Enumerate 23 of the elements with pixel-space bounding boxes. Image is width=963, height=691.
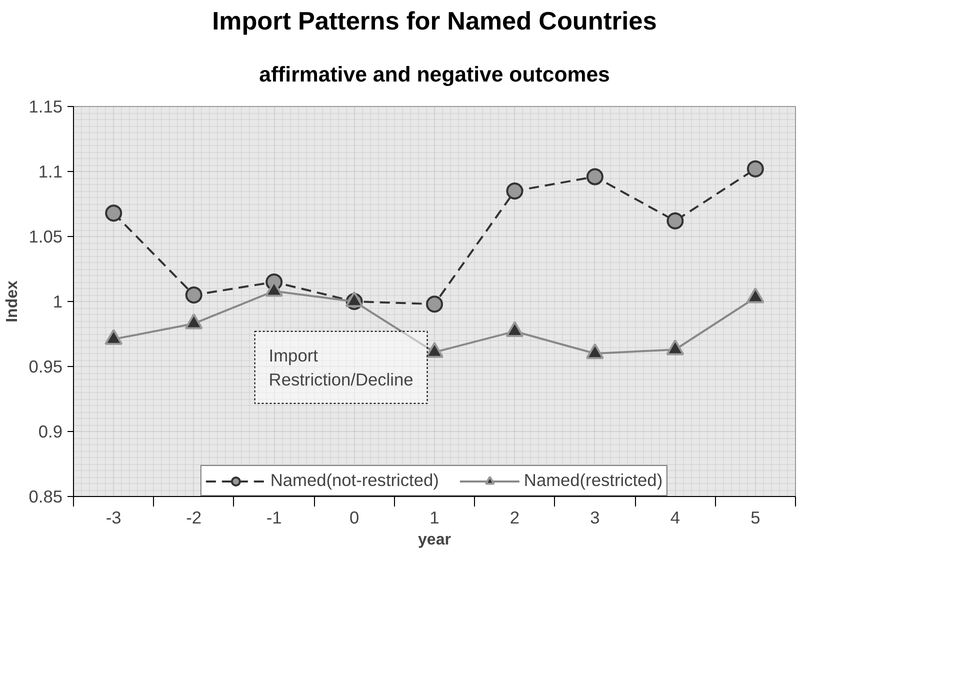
x-tick-label: 2	[510, 508, 520, 528]
y-tick-label: 0.9	[38, 422, 63, 442]
y-tick-label: 1	[52, 292, 63, 312]
legend-label: Named(not-restricted)	[270, 470, 439, 491]
chart-title: Import Patterns for Named Countries	[212, 8, 657, 36]
x-tick-label: 1	[430, 508, 440, 528]
legend-label: Named(restricted)	[524, 470, 663, 491]
annotation: Import Restriction/Decline	[268, 345, 414, 390]
y-axis-title: Index	[4, 280, 21, 322]
x-tick-label: -3	[106, 508, 122, 528]
chart-subtitle: affirmative and negative outcomes	[259, 62, 610, 86]
y-tick-label: 1.05	[28, 226, 63, 246]
y-tick-label: 0.85	[28, 486, 63, 506]
y-tick-label: 0.95	[28, 356, 63, 376]
x-axis-title: year	[418, 532, 451, 548]
y-tick-label: 1.1	[38, 162, 63, 182]
x-tick-label: -1	[266, 508, 282, 528]
x-tick-label: 3	[590, 508, 600, 528]
x-tick-label: 4	[670, 508, 680, 528]
x-tick-label: 0	[349, 508, 360, 528]
x-tick-label: -2	[186, 508, 202, 528]
y-tick-label: 1.15	[28, 96, 63, 116]
x-tick-label: 5	[750, 508, 760, 528]
